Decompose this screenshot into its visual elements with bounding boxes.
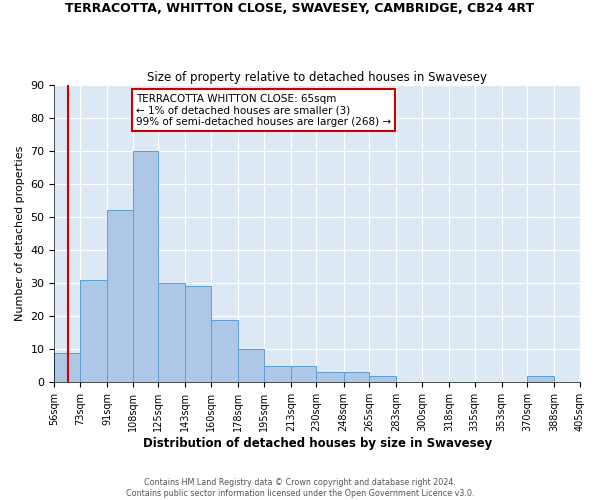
Bar [185,286,211,382]
Title: Size of property relative to detached houses in Swavesey: Size of property relative to detached ho… [147,70,487,84]
Bar [369,376,396,382]
Text: TERRACOTTA, WHITTON CLOSE, SWAVESEY, CAMBRIDGE, CB24 4RT: TERRACOTTA, WHITTON CLOSE, SWAVESEY, CAM… [65,2,535,16]
Bar [316,372,344,382]
Bar [264,366,291,382]
Bar [55,352,80,382]
Bar [238,350,264,382]
Bar [80,280,107,382]
Text: TERRACOTTA WHITTON CLOSE: 65sqm
← 1% of detached houses are smaller (3)
99% of s: TERRACOTTA WHITTON CLOSE: 65sqm ← 1% of … [136,94,391,127]
Bar [527,376,554,382]
Bar [291,366,316,382]
Bar [107,210,133,382]
Bar [211,320,238,382]
Bar [344,372,369,382]
Bar [158,283,185,382]
Text: Contains HM Land Registry data © Crown copyright and database right 2024.
Contai: Contains HM Land Registry data © Crown c… [126,478,474,498]
Y-axis label: Number of detached properties: Number of detached properties [15,146,25,321]
Bar [133,151,158,382]
X-axis label: Distribution of detached houses by size in Swavesey: Distribution of detached houses by size … [143,437,492,450]
